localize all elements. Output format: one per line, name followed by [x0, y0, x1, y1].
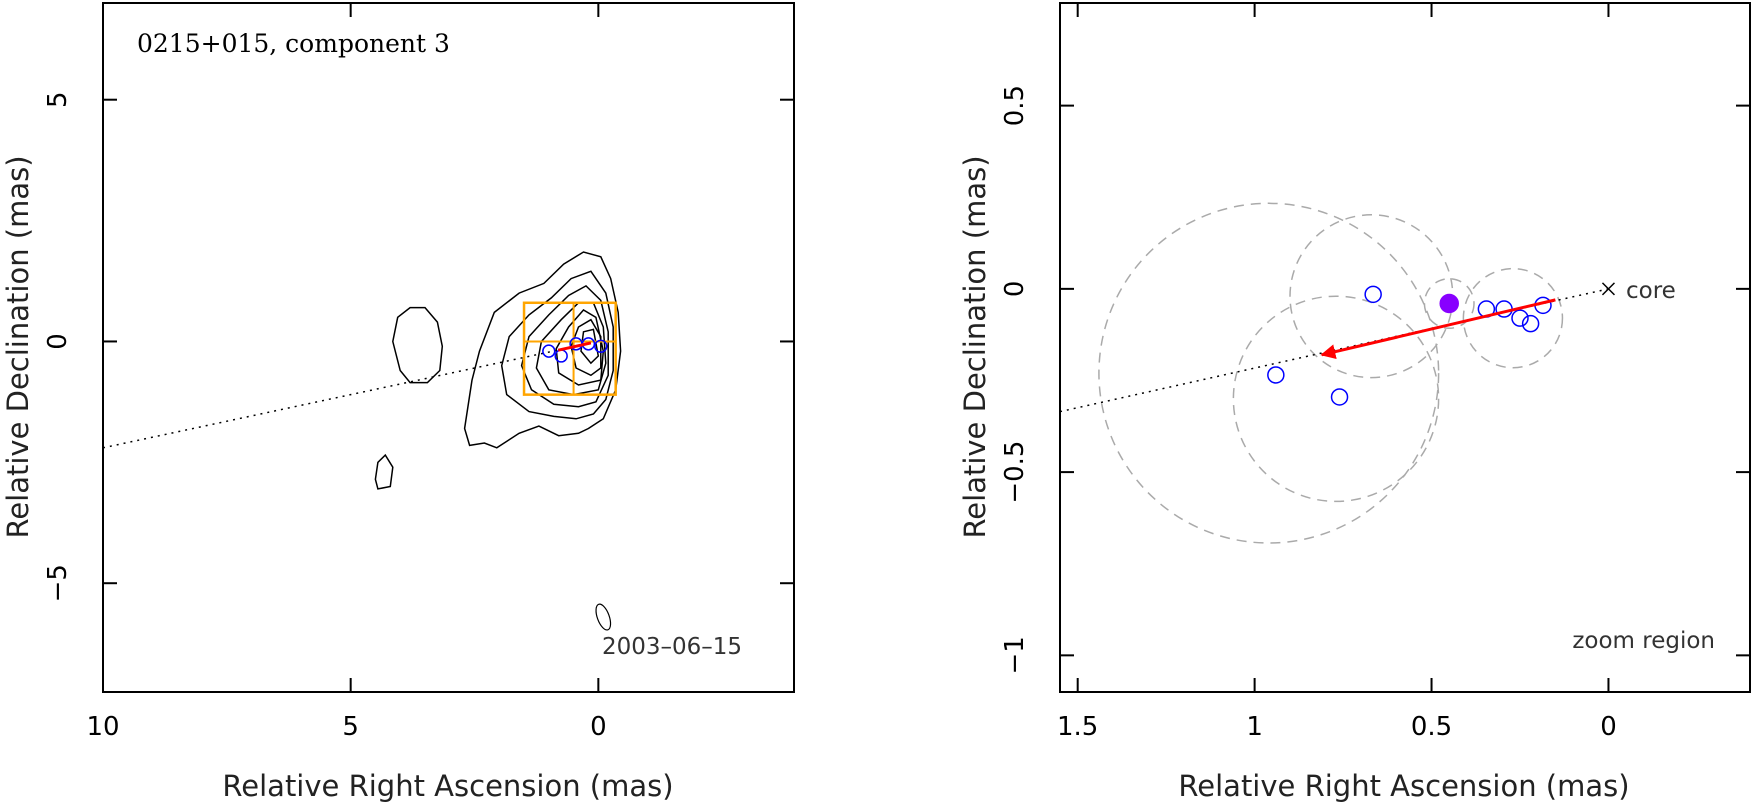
highlighted-component-point — [1439, 293, 1459, 314]
right-y-tick-label: 0 — [1000, 281, 1030, 298]
right-x-tick-label: 1 — [1246, 712, 1263, 742]
zoom-region-label: zoom region — [1572, 628, 1715, 654]
right-y-axis-title: Relative Declination (mas) — [958, 155, 992, 538]
contour-line — [535, 302, 607, 396]
component-marker — [594, 339, 608, 353]
right-panel: 1.5 1 0.5 0 0.5 0 −0.5 −1 core zoom region Rela… — [958, 2, 1751, 803]
left-panel: 10 5 0 5 0 −5 0215+015, component 3 2003–06–1… — [1, 2, 795, 803]
left-plot-frame — [102, 2, 795, 693]
component-point — [1511, 309, 1529, 327]
motion-arrow — [1320, 298, 1556, 360]
component-marker — [542, 344, 556, 358]
left-x-tick-label: 0 — [590, 712, 607, 742]
core-label: core — [1626, 278, 1676, 304]
right-x-tick-label: 0.5 — [1411, 712, 1452, 742]
contour-line — [463, 251, 622, 449]
right-y-tick-label: −1 — [1000, 636, 1030, 674]
component-point — [1364, 285, 1382, 304]
contour-line — [500, 270, 614, 420]
contour-line — [520, 284, 609, 408]
left-x-tick-label: 5 — [342, 712, 359, 742]
contour-line — [374, 453, 394, 490]
left-x-tick-label: 10 — [86, 712, 119, 742]
left-plot-data — [102, 251, 622, 631]
zoom-box — [522, 301, 617, 396]
right-y-tick-label: 0.5 — [1000, 85, 1030, 126]
right-plot-data — [1059, 202, 1615, 544]
core-marker — [1601, 282, 1615, 296]
component-point — [1521, 314, 1540, 333]
jet-axis-line — [102, 340, 599, 449]
component-point — [1330, 388, 1349, 406]
uncertainty-circle — [1423, 278, 1475, 330]
uncertainty-circle — [1232, 295, 1440, 503]
left-ticks: 10 5 0 5 0 −5 — [43, 3, 794, 742]
motion-arrow — [557, 341, 592, 352]
left-plot-title: 0215+015, component 3 — [137, 29, 450, 58]
right-x-axis-title: Relative Right Ascension (mas) — [1178, 769, 1629, 803]
right-y-tick-label: −0.5 — [1000, 441, 1030, 504]
left-y-axis-title: Relative Declination (mas) — [1, 155, 35, 538]
left-x-axis-title: Relative Right Ascension (mas) — [222, 769, 673, 803]
contour-line — [570, 318, 602, 377]
beam-ellipse — [595, 603, 612, 631]
right-x-tick-label: 0 — [1600, 712, 1617, 742]
epoch-label: 2003–06–15 — [602, 634, 742, 660]
uncertainty-circle — [1098, 202, 1440, 544]
left-y-tick-label: 5 — [43, 91, 73, 108]
right-x-tick-label: 1.5 — [1057, 712, 1098, 742]
left-y-tick-label: −5 — [43, 564, 73, 602]
right-ticks: 1.5 1 0.5 0 0.5 0 −0.5 −1 — [1000, 3, 1750, 742]
left-y-tick-label: 0 — [43, 333, 73, 350]
contour-line — [392, 306, 444, 384]
uncertainty-circle — [1462, 267, 1564, 369]
right-plot-frame — [1059, 2, 1751, 693]
component-point — [1267, 366, 1285, 384]
